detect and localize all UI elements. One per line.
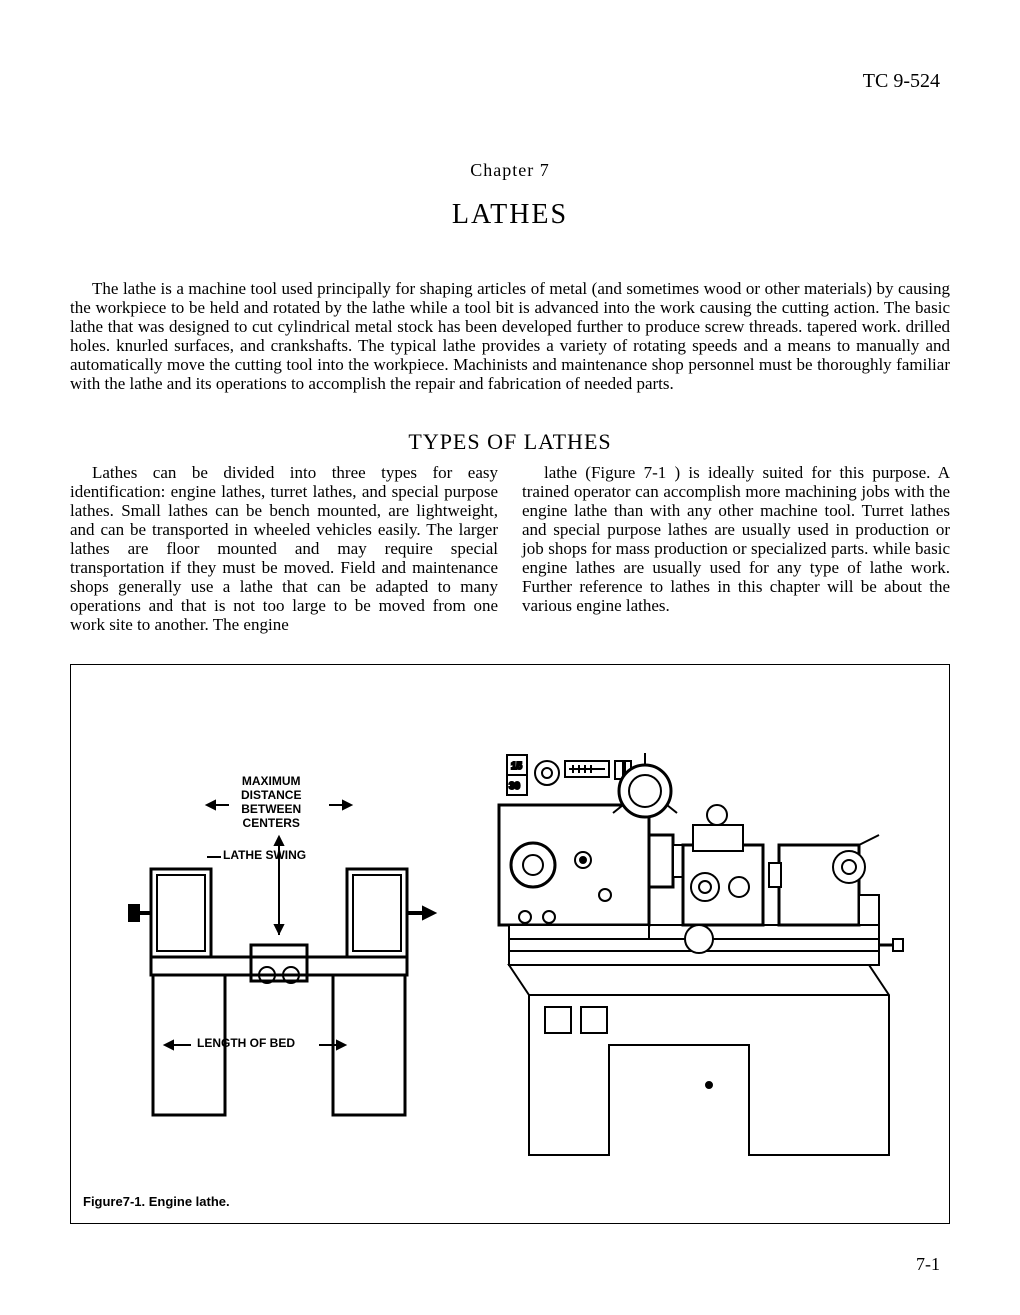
label-lathe-swing: LATHE SWING (223, 849, 306, 863)
svg-text:30: 30 (509, 781, 521, 792)
lathe-schematic-diagram: MAXIMUM DISTANCE BETWEEN CENTERS LATHE S… (111, 775, 471, 1155)
column-left-text: Lathes can be divided into three types f… (70, 463, 498, 634)
svg-text:15: 15 (511, 761, 523, 772)
figure-7-1: MAXIMUM DISTANCE BETWEEN CENTERS LATHE S… (70, 664, 950, 1224)
lathe-illustration: 15 30 (449, 695, 909, 1175)
intro-paragraph: The lathe is a machine tool used princip… (70, 279, 950, 393)
page-number: 7-1 (916, 1254, 940, 1275)
lathe-illustration-svg: 15 30 (449, 695, 909, 1175)
column-right-text: lathe (Figure 7-1 ) is ideally suited fo… (522, 463, 950, 615)
column-left: Lathes can be divided into three types f… (70, 463, 498, 634)
document-id: TC 9-524 (863, 70, 940, 93)
label-length-of-bed: LENGTH OF BED (197, 1037, 295, 1051)
schematic-svg (111, 775, 471, 1155)
section-title: TYPES OF LATHES (70, 429, 950, 455)
label-max-distance: MAXIMUM DISTANCE BETWEEN CENTERS (241, 775, 301, 830)
chapter-label: Chapter 7 (70, 160, 950, 181)
figure-caption: Figure7-1. Engine lathe. (83, 1194, 230, 1209)
page-title: LATHES (70, 199, 950, 231)
two-column-body: Lathes can be divided into three types f… (70, 463, 950, 634)
column-right: lathe (Figure 7-1 ) is ideally suited fo… (522, 463, 950, 634)
